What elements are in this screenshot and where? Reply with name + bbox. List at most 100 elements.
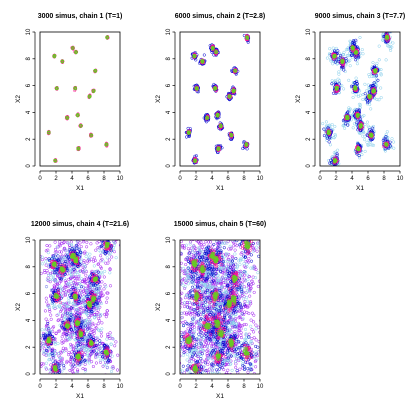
data-point [85,240,89,244]
data-point [392,146,396,150]
data-point [327,158,331,163]
y-tick-label: 4 [166,110,172,114]
x-tick-label: 2 [54,176,58,182]
data-point [379,86,383,90]
data-point [75,231,78,234]
data-point [51,330,55,334]
data-point [40,271,43,275]
data-point [333,124,337,129]
data-point [370,74,374,78]
x-tick-label: 10 [257,176,264,182]
data-point [385,36,390,40]
data-point [60,241,64,246]
data-point [227,95,231,99]
data-point [52,54,57,58]
data-point [322,127,326,131]
data-point [375,61,379,65]
data-point [56,329,61,333]
x-tick-label: 4 [70,176,74,182]
data-point [373,97,377,101]
data-point [331,91,336,95]
data-point [187,131,191,135]
x-tick-label: 2 [334,176,338,182]
data-point [333,89,337,94]
y-tick-label: 6 [26,83,32,87]
y-tick-label: 2 [26,137,32,141]
data-point [70,234,73,237]
data-point [33,329,36,332]
data-point [69,342,73,346]
data-point [335,85,339,89]
data-point [85,277,89,281]
data-point [355,58,359,62]
data-point [386,135,390,140]
data-point [335,62,339,66]
data-point [337,72,341,76]
data-point [55,284,59,288]
data-point [381,138,385,142]
data-point [44,263,48,267]
data-point [75,240,80,242]
data-point [192,84,196,88]
data-point [36,328,39,331]
data-point [377,44,381,48]
data-point [95,326,99,330]
data-point [374,74,379,78]
data-point [383,137,388,141]
data-point [63,285,67,289]
data-point [89,352,93,356]
data-point [81,289,85,294]
data-point [108,267,112,271]
data-point [40,344,43,348]
data-point [358,117,363,121]
y-tick-label: 0 [306,164,312,168]
data-point [389,48,393,52]
y-tick-label: 0 [26,164,32,168]
data-point [241,146,245,151]
data-point [336,77,340,81]
data-point [383,26,386,29]
data-point [88,277,92,281]
data-point [82,259,86,263]
data-point [342,87,346,91]
data-point [118,243,120,247]
data-point [51,234,54,237]
data-point [244,142,248,146]
data-point [45,243,49,248]
data-point [359,124,363,128]
data-point [110,255,114,259]
x-tick-label: 8 [242,176,246,182]
data-point [104,142,108,146]
data-point [353,87,357,91]
data-point [53,247,58,251]
data-point [125,238,128,241]
data-point [53,240,57,244]
y-axis-label: X2 [155,95,162,103]
data-point [99,266,103,270]
data-point [327,52,332,56]
data-point [386,44,390,48]
data-point [370,143,374,147]
x-tick-label: 0 [178,176,182,182]
data-point [233,69,238,73]
data-point [82,232,85,235]
data-point [92,259,96,263]
data-point [345,116,349,120]
data-point [32,305,35,308]
data-point [60,314,64,318]
data-point [348,64,352,68]
data-point [45,300,49,304]
data-point [391,41,395,45]
data-point [330,123,334,127]
data-point [370,71,374,75]
data-point [332,55,336,59]
x-axis-label: X1 [76,185,84,192]
data-point [48,244,52,248]
data-point [59,309,63,314]
data-point [81,240,86,244]
data-point [94,323,98,327]
data-point [40,258,44,262]
